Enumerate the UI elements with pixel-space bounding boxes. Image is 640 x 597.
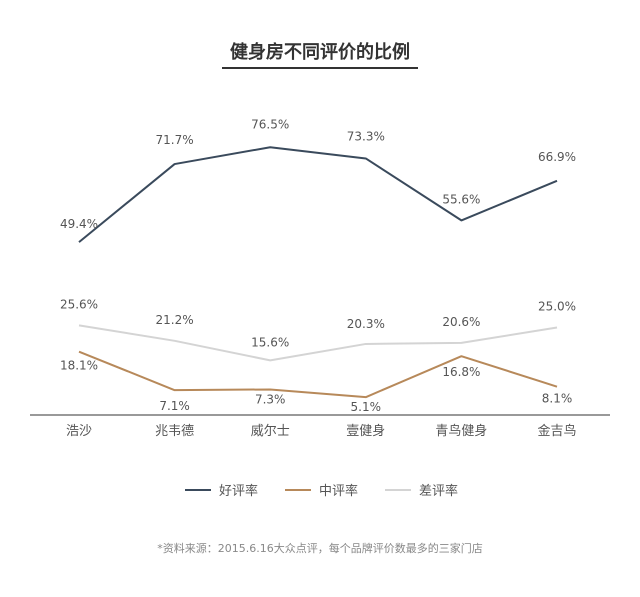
legend-item-medium: 中评率 bbox=[285, 480, 358, 499]
data-label-medium: 7.3% bbox=[255, 392, 286, 406]
data-label-good: 76.5% bbox=[251, 117, 289, 131]
data-label-bad: 20.3% bbox=[347, 317, 385, 331]
legend-swatch-bad bbox=[385, 488, 411, 491]
data-label-good: 55.6% bbox=[442, 192, 480, 206]
data-label-bad: 20.6% bbox=[442, 315, 480, 329]
series-line-good bbox=[78, 146, 558, 243]
data-label-medium: 7.1% bbox=[159, 399, 190, 413]
data-label-good: 66.9% bbox=[538, 150, 576, 164]
data-label-bad: 25.0% bbox=[538, 300, 576, 314]
legend-swatch-good bbox=[185, 488, 211, 491]
data-label-medium: 18.1% bbox=[60, 359, 98, 373]
data-label-medium: 8.1% bbox=[542, 392, 573, 406]
chart-title: 健身房不同评价的比例 bbox=[230, 42, 410, 63]
legend: 好评率 中评率 差评率 bbox=[0, 480, 640, 500]
line-chart: 浩沙 兆韦德 威尔士 壹健身 青鸟健身 金吉鸟 49.4% 71.7% 76.5% 73.3% 55… bbox=[30, 117, 610, 439]
data-label-medium: 5.1% bbox=[351, 400, 382, 414]
legend-label-good: 好评率 bbox=[219, 484, 259, 499]
data-label-bad: 15.6% bbox=[251, 335, 289, 349]
x-tick-label: 威尔士 bbox=[251, 424, 290, 439]
data-label-bad: 21.2% bbox=[156, 313, 194, 327]
series-line-bad bbox=[78, 324, 558, 362]
series-line-medium bbox=[78, 350, 558, 399]
data-label-good: 49.4% bbox=[60, 217, 98, 231]
legend-label-bad: 差评率 bbox=[419, 484, 459, 499]
x-tick-label: 浩沙 bbox=[66, 424, 92, 439]
data-label-bad: 25.6% bbox=[60, 297, 98, 311]
x-tick-label: 金吉鸟 bbox=[537, 423, 576, 439]
data-label-good: 73.3% bbox=[347, 129, 385, 143]
legend-item-bad: 差评率 bbox=[385, 480, 458, 499]
data-label-medium: 16.8% bbox=[442, 365, 480, 379]
legend-swatch-medium bbox=[285, 488, 311, 491]
x-tick-label: 青鸟健身 bbox=[435, 423, 487, 439]
legend-item-good: 好评率 bbox=[185, 480, 258, 499]
title-underline bbox=[222, 67, 418, 69]
legend-label-medium: 中评率 bbox=[319, 484, 359, 499]
x-tick-label: 壹健身 bbox=[346, 423, 385, 439]
data-label-good: 71.7% bbox=[156, 133, 194, 147]
x-tick-label: 兆韦德 bbox=[155, 424, 194, 439]
source-note: *资料来源：2015.6.16大众点评，每个品牌评价数最多的三家门店 bbox=[157, 542, 483, 555]
